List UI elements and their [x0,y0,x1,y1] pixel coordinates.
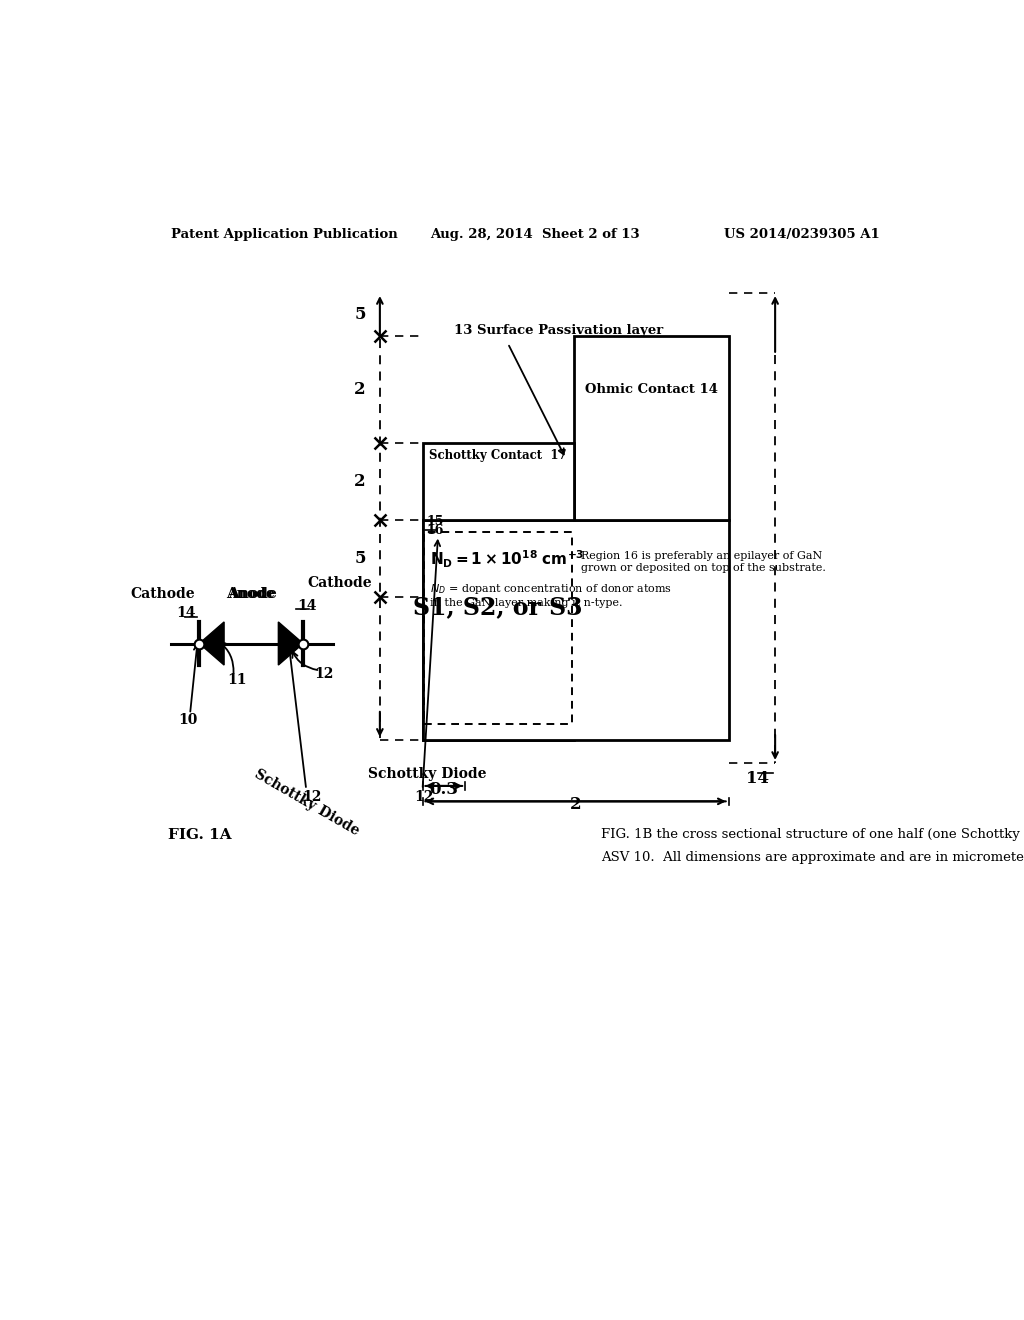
Text: FIG. 1B the cross sectional structure of one half (one Schottky Diode 12) of the: FIG. 1B the cross sectional structure of… [601,829,1024,841]
Text: Schottky Contact  17: Schottky Contact 17 [429,449,566,462]
Text: Cathode: Cathode [307,576,372,590]
Polygon shape [279,622,303,665]
Text: $N_D$ = dopant concentration of donor atoms
in the GaN layer making it n-type.: $N_D$ = dopant concentration of donor at… [430,582,673,607]
Text: 2: 2 [354,381,366,397]
Bar [423,520,573,739]
Text: 12: 12 [314,667,334,681]
Text: 2: 2 [569,796,582,813]
Text: 15: 15 [426,515,443,528]
Text: US 2014/0239305 A1: US 2014/0239305 A1 [724,227,880,240]
Bar [424,532,572,725]
Text: Anode: Anode [225,587,274,601]
Text: Ohmic Contact 14: Ohmic Contact 14 [585,383,718,396]
Text: Region 16 is preferably an epilayer of GaN
grown or deposited on top of the subs: Region 16 is preferably an epilayer of G… [582,552,826,573]
Text: 14: 14 [745,770,769,787]
Text: 0.3: 0.3 [429,780,458,797]
Text: Cathode: Cathode [131,587,196,601]
Text: 12: 12 [302,789,322,804]
Text: S1, S2, or S3: S1, S2, or S3 [414,595,583,619]
Text: 5: 5 [354,550,366,568]
Text: $\mathbf{N_D = 1 \times 10^{18}\ cm^{-3}}$: $\mathbf{N_D = 1 \times 10^{18}\ cm^{-3}… [430,548,585,569]
Text: ASV 10.  All dimensions are approximate and are in micrometers.: ASV 10. All dimensions are approximate a… [601,851,1024,865]
Text: 12: 12 [415,789,434,804]
Text: 16: 16 [426,524,443,537]
Bar [423,520,729,739]
Text: 10: 10 [178,713,198,727]
Text: Patent Application Publication: Patent Application Publication [171,227,397,240]
Bar [423,444,573,520]
Bar [573,335,729,520]
Text: FIG. 1A: FIG. 1A [168,829,231,842]
Text: Aug. 28, 2014  Sheet 2 of 13: Aug. 28, 2014 Sheet 2 of 13 [430,227,640,240]
Text: Schottky Diode: Schottky Diode [252,767,361,838]
Text: 2: 2 [354,474,366,490]
Text: 11: 11 [227,673,247,686]
Text: 14: 14 [176,606,196,620]
Text: Anode: Anode [228,587,276,601]
Text: 13 Surface Passivation layer: 13 Surface Passivation layer [454,323,663,337]
Text: 5: 5 [354,306,366,323]
Polygon shape [200,622,224,665]
Text: 14: 14 [297,599,316,612]
Text: Schottky Diode: Schottky Diode [369,767,486,780]
